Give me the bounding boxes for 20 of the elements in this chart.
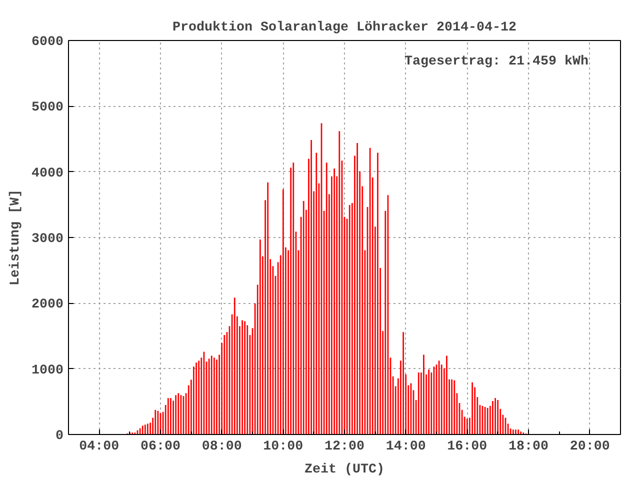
y-tick-label: 2000 xyxy=(32,298,64,313)
x-tick-label: 06:00 xyxy=(140,440,181,454)
x-tick-label: 20:00 xyxy=(570,440,610,454)
annotation: Tagesertrag: 21.459 kWh xyxy=(404,54,589,70)
x-tick-label: 12:00 xyxy=(324,440,365,454)
x-tick-label: 18:00 xyxy=(508,440,549,454)
x-tick-label: 08:00 xyxy=(202,440,242,454)
y-tick-label: 0 xyxy=(56,429,64,444)
y-tick-label: 3000 xyxy=(32,232,64,247)
x-tick-label: 14:00 xyxy=(386,440,426,454)
y-tick-label: 5000 xyxy=(32,100,64,116)
x-tick-label: 10:00 xyxy=(263,440,304,454)
x-tick-label: 04:00 xyxy=(79,440,120,454)
y-tick-label: 6000 xyxy=(32,35,64,50)
x-axis-title: Zeit (UTC) xyxy=(304,462,384,478)
y-tick-label: 4000 xyxy=(32,166,64,182)
y-tick-label: 1000 xyxy=(32,363,64,378)
chart-title: Produktion Solaranlage Löhracker 2014-04-12 xyxy=(172,20,516,36)
y-axis-title: Leistung [W] xyxy=(8,190,24,286)
x-tick-label: 16:00 xyxy=(447,440,488,454)
